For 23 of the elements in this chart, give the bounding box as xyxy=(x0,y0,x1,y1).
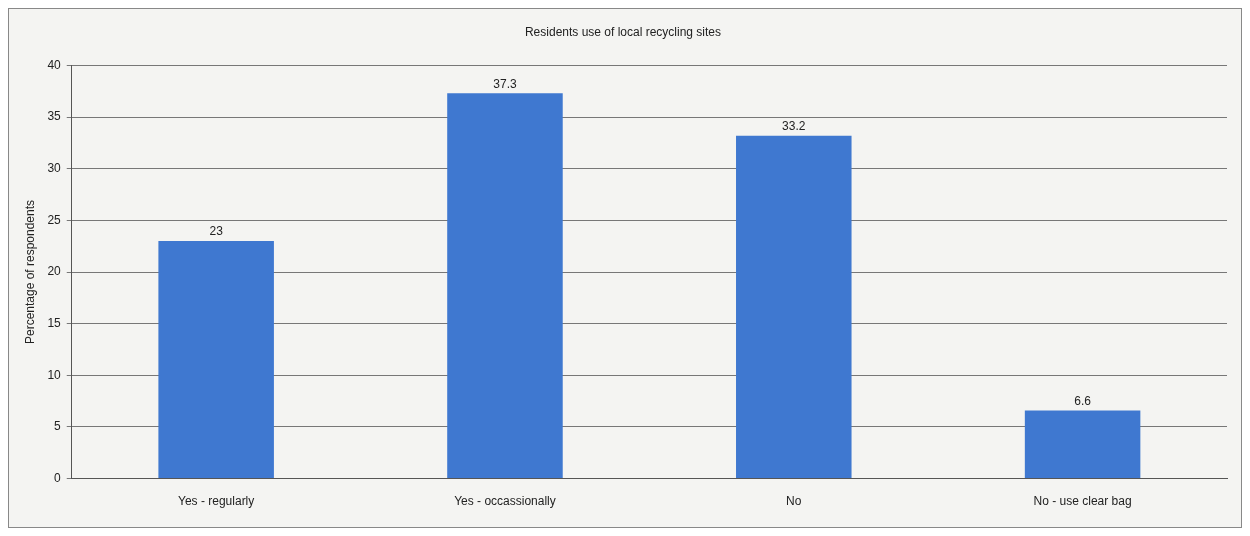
y-tick-label: 40 xyxy=(47,57,62,72)
y-tick-label: 15 xyxy=(47,315,62,330)
y-tick-label: 0 xyxy=(54,470,62,485)
x-tick-label: No - use clear bag xyxy=(1033,494,1132,509)
bar xyxy=(447,93,563,479)
bar xyxy=(158,241,274,479)
y-tick-label: 25 xyxy=(47,212,62,227)
y-tick-label: 30 xyxy=(47,161,62,176)
y-tick-label: 10 xyxy=(47,367,62,382)
x-tick-label: Yes - regularly xyxy=(178,494,255,509)
y-tick-label: 20 xyxy=(47,264,62,279)
data-label: 37.3 xyxy=(493,76,517,91)
y-axis-title: Percentage of respondents xyxy=(22,199,37,345)
bar xyxy=(736,135,852,479)
x-tick-label: No xyxy=(786,494,802,509)
y-tick-label: 35 xyxy=(47,109,62,124)
chart-title: Residents use of local recycling sites xyxy=(524,24,722,39)
data-label: 6.6 xyxy=(1074,393,1092,408)
data-label: 33.2 xyxy=(782,118,806,133)
x-tick-label: Yes - occassionally xyxy=(454,494,556,509)
y-tick-label: 5 xyxy=(54,419,62,434)
bar xyxy=(1024,410,1141,479)
data-label: 23 xyxy=(209,224,224,239)
